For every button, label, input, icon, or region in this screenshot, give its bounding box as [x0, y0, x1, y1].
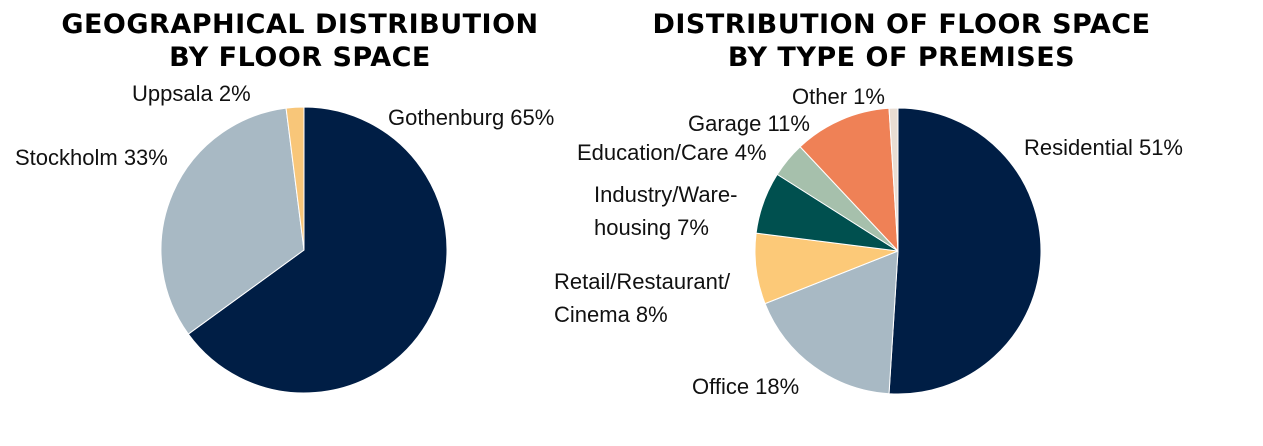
slice-label-retail-restaurant-cinema-8: Retail/Restaurant/Cinema 8%	[554, 269, 731, 327]
chart-title-line-1: DISTRIBUTION OF FLOOR SPACE	[652, 9, 1151, 40]
chart-title-line-2: BY FLOOR SPACE	[169, 42, 431, 73]
pie-slice-garage-11	[799, 107, 899, 253]
chart-title: DISTRIBUTION OF FLOOR SPACE BY TYPE OF P…	[540, 8, 1263, 74]
pie-slice-residential-51	[888, 107, 1042, 395]
slice-label-gothenburg-65: Gothenburg 65%	[388, 105, 554, 130]
chart-title-line-2: BY TYPE OF PREMISES	[727, 42, 1076, 73]
slice-label-office-18: Office 18%	[692, 374, 799, 399]
slice-label-uppsala-2: Uppsala 2%	[132, 81, 251, 106]
pie-chart: Gothenburg 65% Stockholm 33% Uppsala 2%	[15, 81, 554, 394]
slice-label-industry-ware-housing-7: Industry/Ware-housing 7%	[594, 182, 737, 240]
slice-label-stockholm-33: Stockholm 33%	[15, 145, 168, 170]
pie-slice-office-18	[764, 250, 899, 395]
pie-slice-other-1	[888, 107, 899, 252]
slice-label-other-1: Other 1%	[792, 84, 885, 109]
premises-type-chart: DISTRIBUTION OF FLOOR SPACE BY TYPE OF P…	[540, 0, 1263, 446]
slice-label-education-care-4: Education/Care 4%	[577, 140, 767, 165]
pie-slice-uppsala-2	[285, 106, 305, 251]
geographical-distribution-chart: GEOGRAPHICAL DISTRIBUTION BY FLOOR SPACE…	[0, 0, 600, 446]
chart-title-line-1: GEOGRAPHICAL DISTRIBUTION	[61, 9, 539, 40]
pie-slice-gothenburg-65	[187, 106, 448, 394]
pie-chart: Residential 51% Office 18% Retail/Restaura…	[554, 84, 1183, 399]
chart-title: GEOGRAPHICAL DISTRIBUTION BY FLOOR SPACE	[0, 8, 600, 74]
slice-label-residential-51: Residential 51%	[1024, 135, 1183, 160]
slice-label-garage-11: Garage 11%	[688, 111, 810, 136]
pie-slice-stockholm-33	[160, 107, 305, 335]
